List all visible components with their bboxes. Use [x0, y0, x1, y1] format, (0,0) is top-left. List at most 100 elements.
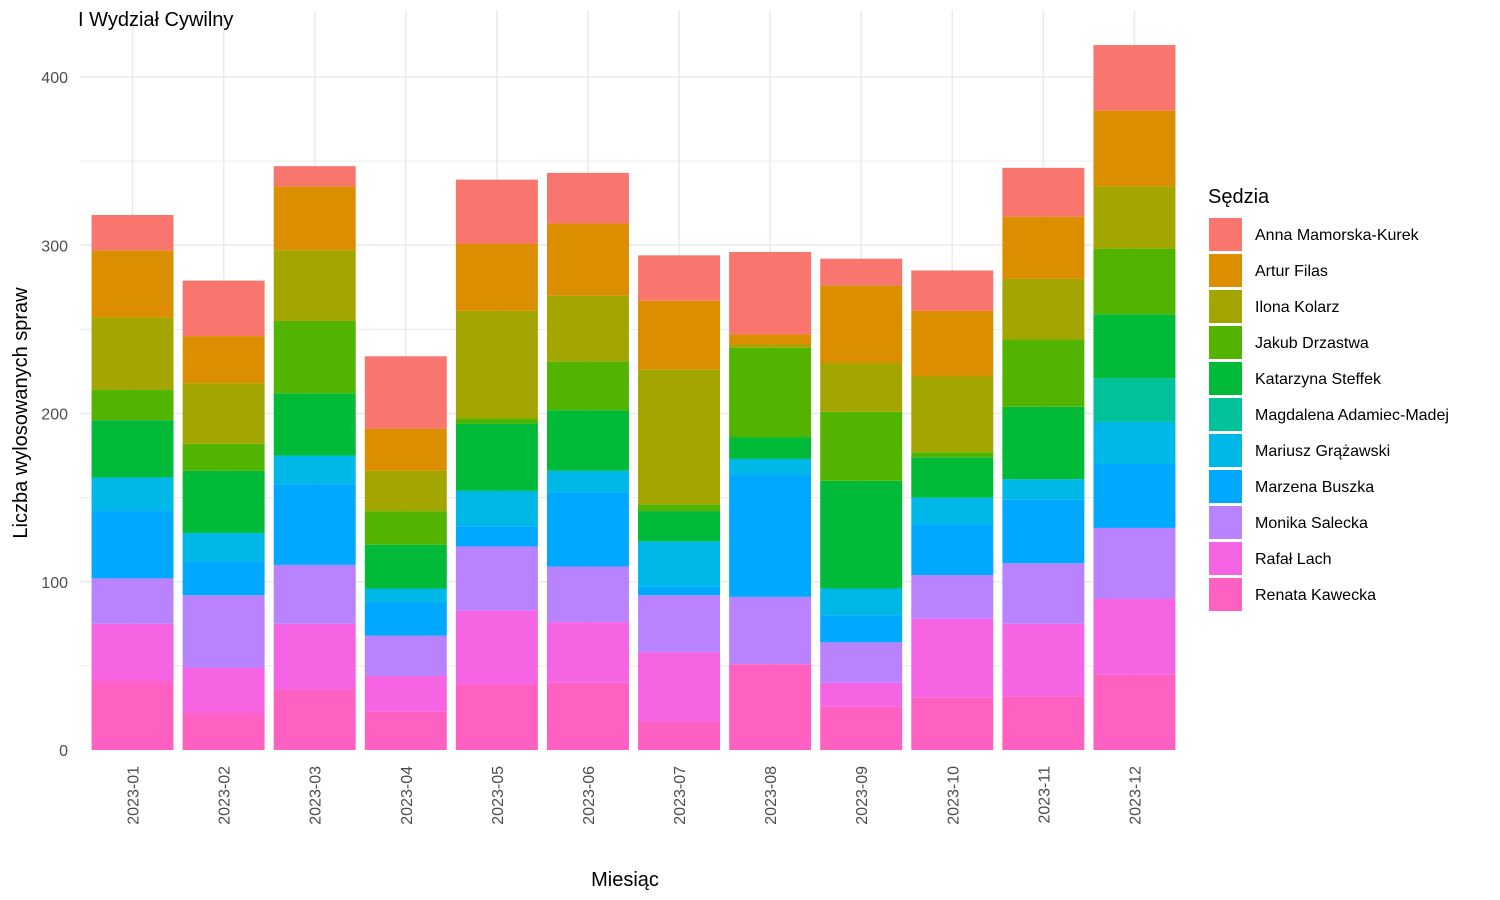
bar-segment: [364, 588, 447, 602]
bar-segment: [364, 601, 447, 636]
bar-segment: [638, 255, 721, 301]
bar-segment: [911, 697, 994, 750]
bar-segment: [1002, 216, 1085, 279]
bar-segment: [364, 635, 447, 676]
chart-title: I Wydział Cywilny: [78, 9, 233, 31]
bar-segment: [820, 642, 903, 683]
bar-segment: [638, 595, 721, 653]
bar-segment: [911, 457, 994, 498]
y-tick-label: 0: [59, 743, 68, 760]
bar-segment: [911, 310, 994, 377]
bar-segment: [1002, 479, 1085, 500]
bar-segment: [820, 682, 903, 707]
bar-segment: [273, 455, 356, 485]
bar-segment: [638, 300, 721, 370]
bar-segment: [820, 363, 903, 412]
x-tick-label: 2023-04: [399, 766, 416, 825]
bar-segment: [546, 223, 629, 296]
bar-segment: [546, 295, 629, 362]
bar-segment: [820, 258, 903, 286]
bar-segment: [455, 310, 538, 419]
bar-segment: [1093, 463, 1176, 528]
bar-segment: [820, 285, 903, 364]
bar-segment: [455, 546, 538, 611]
bar-segment: [1002, 499, 1085, 564]
bar-segment: [546, 492, 629, 567]
bar-segment: [729, 596, 812, 665]
bar-segment: [911, 524, 994, 576]
bar-segment: [455, 423, 538, 491]
legend-entry: Mariusz Grążawski: [1255, 443, 1390, 460]
bar-segment: [638, 586, 721, 596]
bar-segment: [91, 214, 174, 251]
bar-segment: [273, 564, 356, 624]
bar-segment: [1002, 563, 1085, 624]
bar-segment: [91, 250, 174, 318]
bar-segment: [1093, 674, 1176, 750]
legend-entry: Anna Mamorska-Kurek: [1255, 227, 1420, 244]
legend-entry: Ilona Kolarz: [1255, 299, 1340, 316]
x-tick-label: 2023-05: [490, 766, 507, 825]
legend: Sędzia Anna Mamorska-Kurek Artur Filas Ilo…: [1208, 186, 1449, 611]
x-tick-label: 2023-01: [126, 766, 143, 825]
bar-segment: [91, 623, 174, 682]
y-tick-label: 300: [41, 238, 68, 255]
bar-segment: [729, 474, 812, 597]
bar-segment: [91, 389, 174, 421]
bar-segment: [273, 484, 356, 565]
bar-segment: [273, 320, 356, 394]
x-tick-label: 2023-03: [308, 766, 325, 825]
bar-segment: [546, 470, 629, 493]
x-tick-label: 2023-07: [672, 766, 689, 825]
bar-segment: [820, 706, 903, 750]
legend-entry: Renata Kawecka: [1255, 587, 1376, 604]
legend-entry: Katarzyna Steffek: [1255, 371, 1382, 388]
x-tick-label: 2023-08: [763, 766, 780, 825]
bar-segment: [455, 490, 538, 527]
bar-segment: [1093, 421, 1176, 464]
bar-segment: [546, 172, 629, 224]
bar-segment: [1093, 248, 1176, 315]
bar-segment: [273, 186, 356, 251]
bar-segment: [455, 243, 538, 311]
bar-segment: [273, 689, 356, 750]
bar-segment: [364, 356, 447, 429]
legend-swatch: [1209, 470, 1242, 503]
x-tick-label: 2023-10: [945, 766, 962, 825]
legend-swatch: [1209, 506, 1242, 539]
bar-segment: [364, 544, 447, 589]
bar-segment: [182, 443, 265, 471]
y-tick-label: 200: [41, 407, 68, 424]
bar-segment: [638, 652, 721, 722]
bar-segment: [911, 575, 994, 619]
bar-segment: [455, 526, 538, 547]
bar-segment: [911, 452, 994, 458]
bar-segment: [1002, 339, 1085, 407]
bar-segment: [91, 578, 174, 624]
x-tick-label: 2023-12: [1127, 766, 1144, 825]
bar-segment: [1093, 527, 1176, 599]
bar-segment: [1002, 696, 1085, 750]
legend-swatch: [1209, 362, 1242, 395]
bar-segment: [820, 480, 903, 589]
bar-segment: [455, 179, 538, 244]
bar-segment: [729, 664, 812, 750]
legend-title: Sędzia: [1208, 186, 1270, 208]
legend-swatch: [1209, 326, 1242, 359]
bar-segment: [182, 532, 265, 562]
bar-segment: [820, 615, 903, 643]
bar-segment: [364, 675, 447, 712]
legend-swatch: [1209, 398, 1242, 431]
legend-swatch: [1209, 578, 1242, 611]
legend-entry: Marzena Buszka: [1255, 479, 1374, 496]
bar-segment: [638, 721, 721, 750]
bar-segment: [638, 541, 721, 587]
bar-segment: [546, 361, 629, 411]
bar-segment: [91, 681, 174, 750]
legend-swatch: [1209, 434, 1242, 467]
legend-swatch: [1209, 542, 1242, 575]
bar-segment: [1093, 378, 1176, 422]
bar-segment: [91, 317, 174, 390]
bar-segment: [182, 470, 265, 533]
bar-segment: [182, 336, 265, 384]
